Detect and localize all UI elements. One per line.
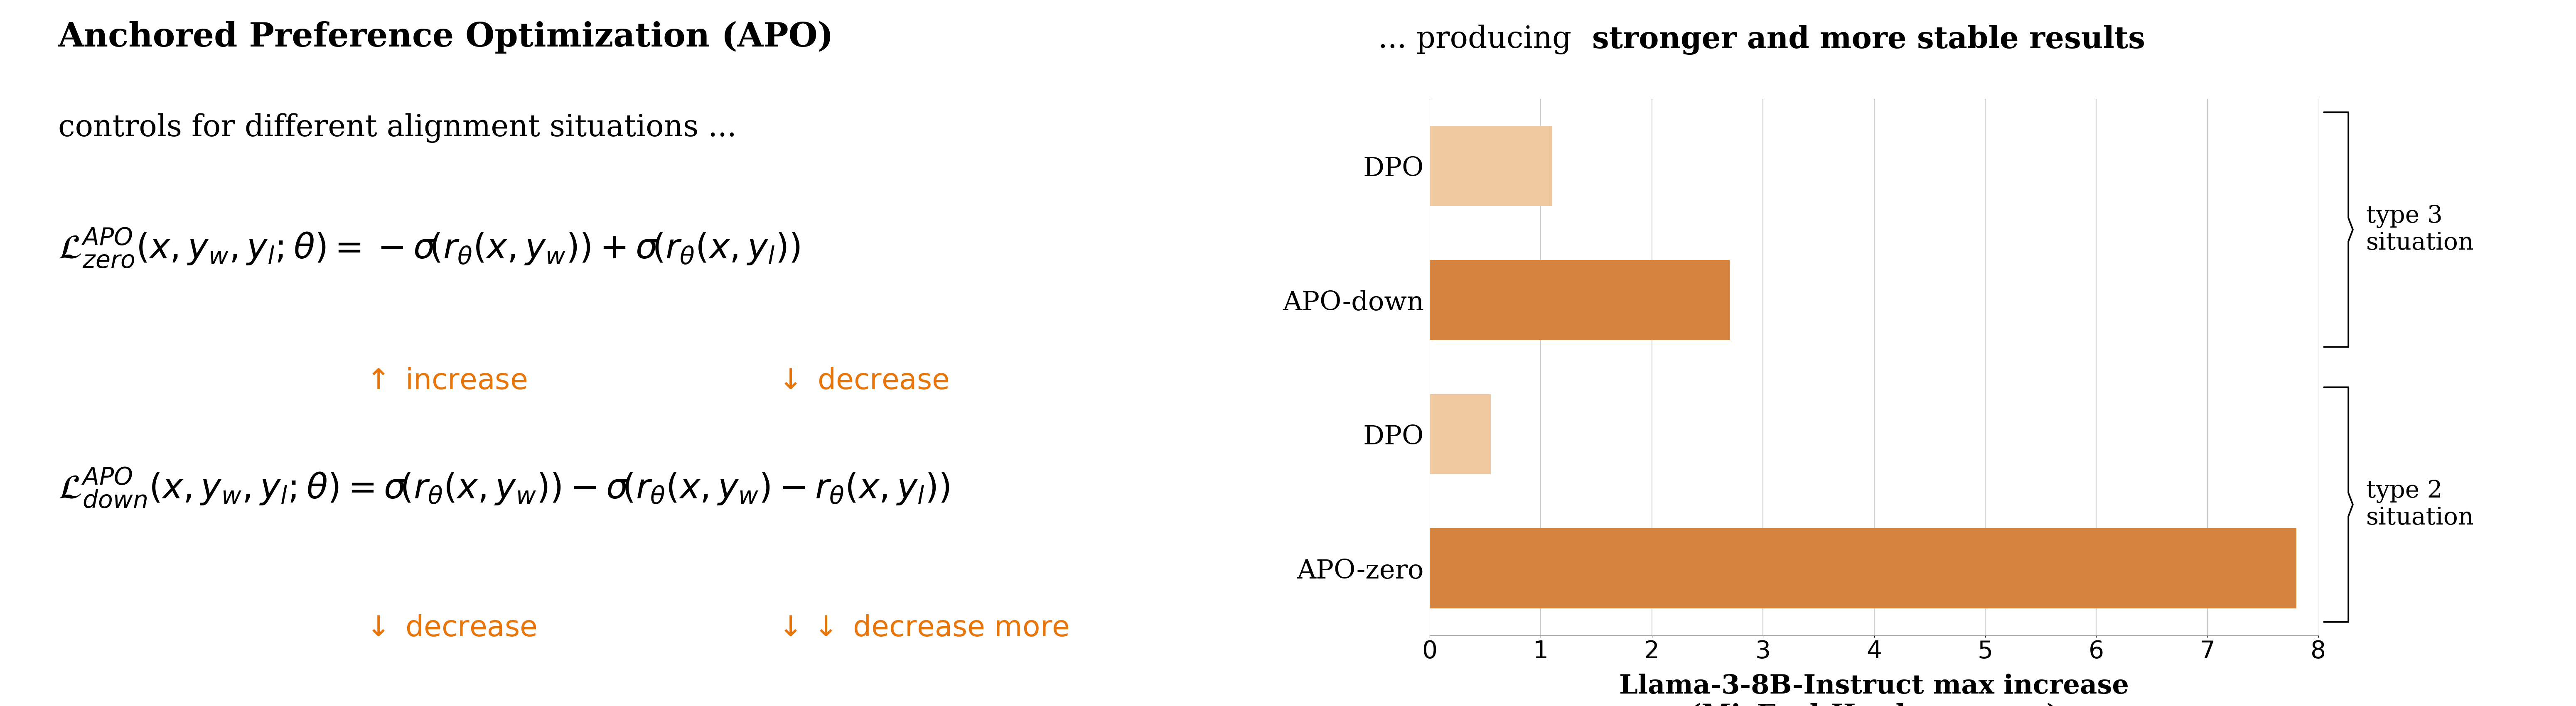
Text: $\downarrow$ decrease: $\downarrow$ decrease: [361, 614, 536, 642]
Text: $\downarrow\downarrow$ decrease more: $\downarrow\downarrow$ decrease more: [773, 614, 1069, 642]
Text: ... producing: ... producing: [1378, 25, 1582, 54]
Bar: [1430, 394, 1492, 474]
Text: Anchored Preference Optimization (APO): Anchored Preference Optimization (APO): [57, 21, 835, 54]
Text: stronger and more stable results: stronger and more stable results: [1592, 25, 2146, 54]
Bar: [1430, 528, 2295, 609]
Bar: [1430, 126, 1551, 206]
Text: $\downarrow$ decrease: $\downarrow$ decrease: [773, 367, 948, 395]
Text: $\mathcal{L}_{zero}^{APO}(x,y_w,y_l;\theta) = -\sigma\!\left(r_\theta(x,y_w)\rig: $\mathcal{L}_{zero}^{APO}(x,y_w,y_l;\the…: [57, 226, 801, 270]
X-axis label: Llama-3-8B-Instruct max increase
(MixEval-Hard accuracy): Llama-3-8B-Instruct max increase (MixEva…: [1620, 674, 2128, 706]
Text: type 2
situation: type 2 situation: [2367, 479, 2473, 530]
Bar: [1430, 260, 1728, 340]
Text: controls for different alignment situations ...: controls for different alignment situati…: [57, 113, 737, 143]
Text: $\mathcal{L}_{down}^{APO}(x,y_w,y_l;\theta) = \sigma\!\left(r_\theta(x,y_w)\righ: $\mathcal{L}_{down}^{APO}(x,y_w,y_l;\the…: [57, 466, 951, 510]
Text: $\uparrow$ increase: $\uparrow$ increase: [361, 367, 528, 395]
Text: type 3
situation: type 3 situation: [2367, 205, 2473, 255]
